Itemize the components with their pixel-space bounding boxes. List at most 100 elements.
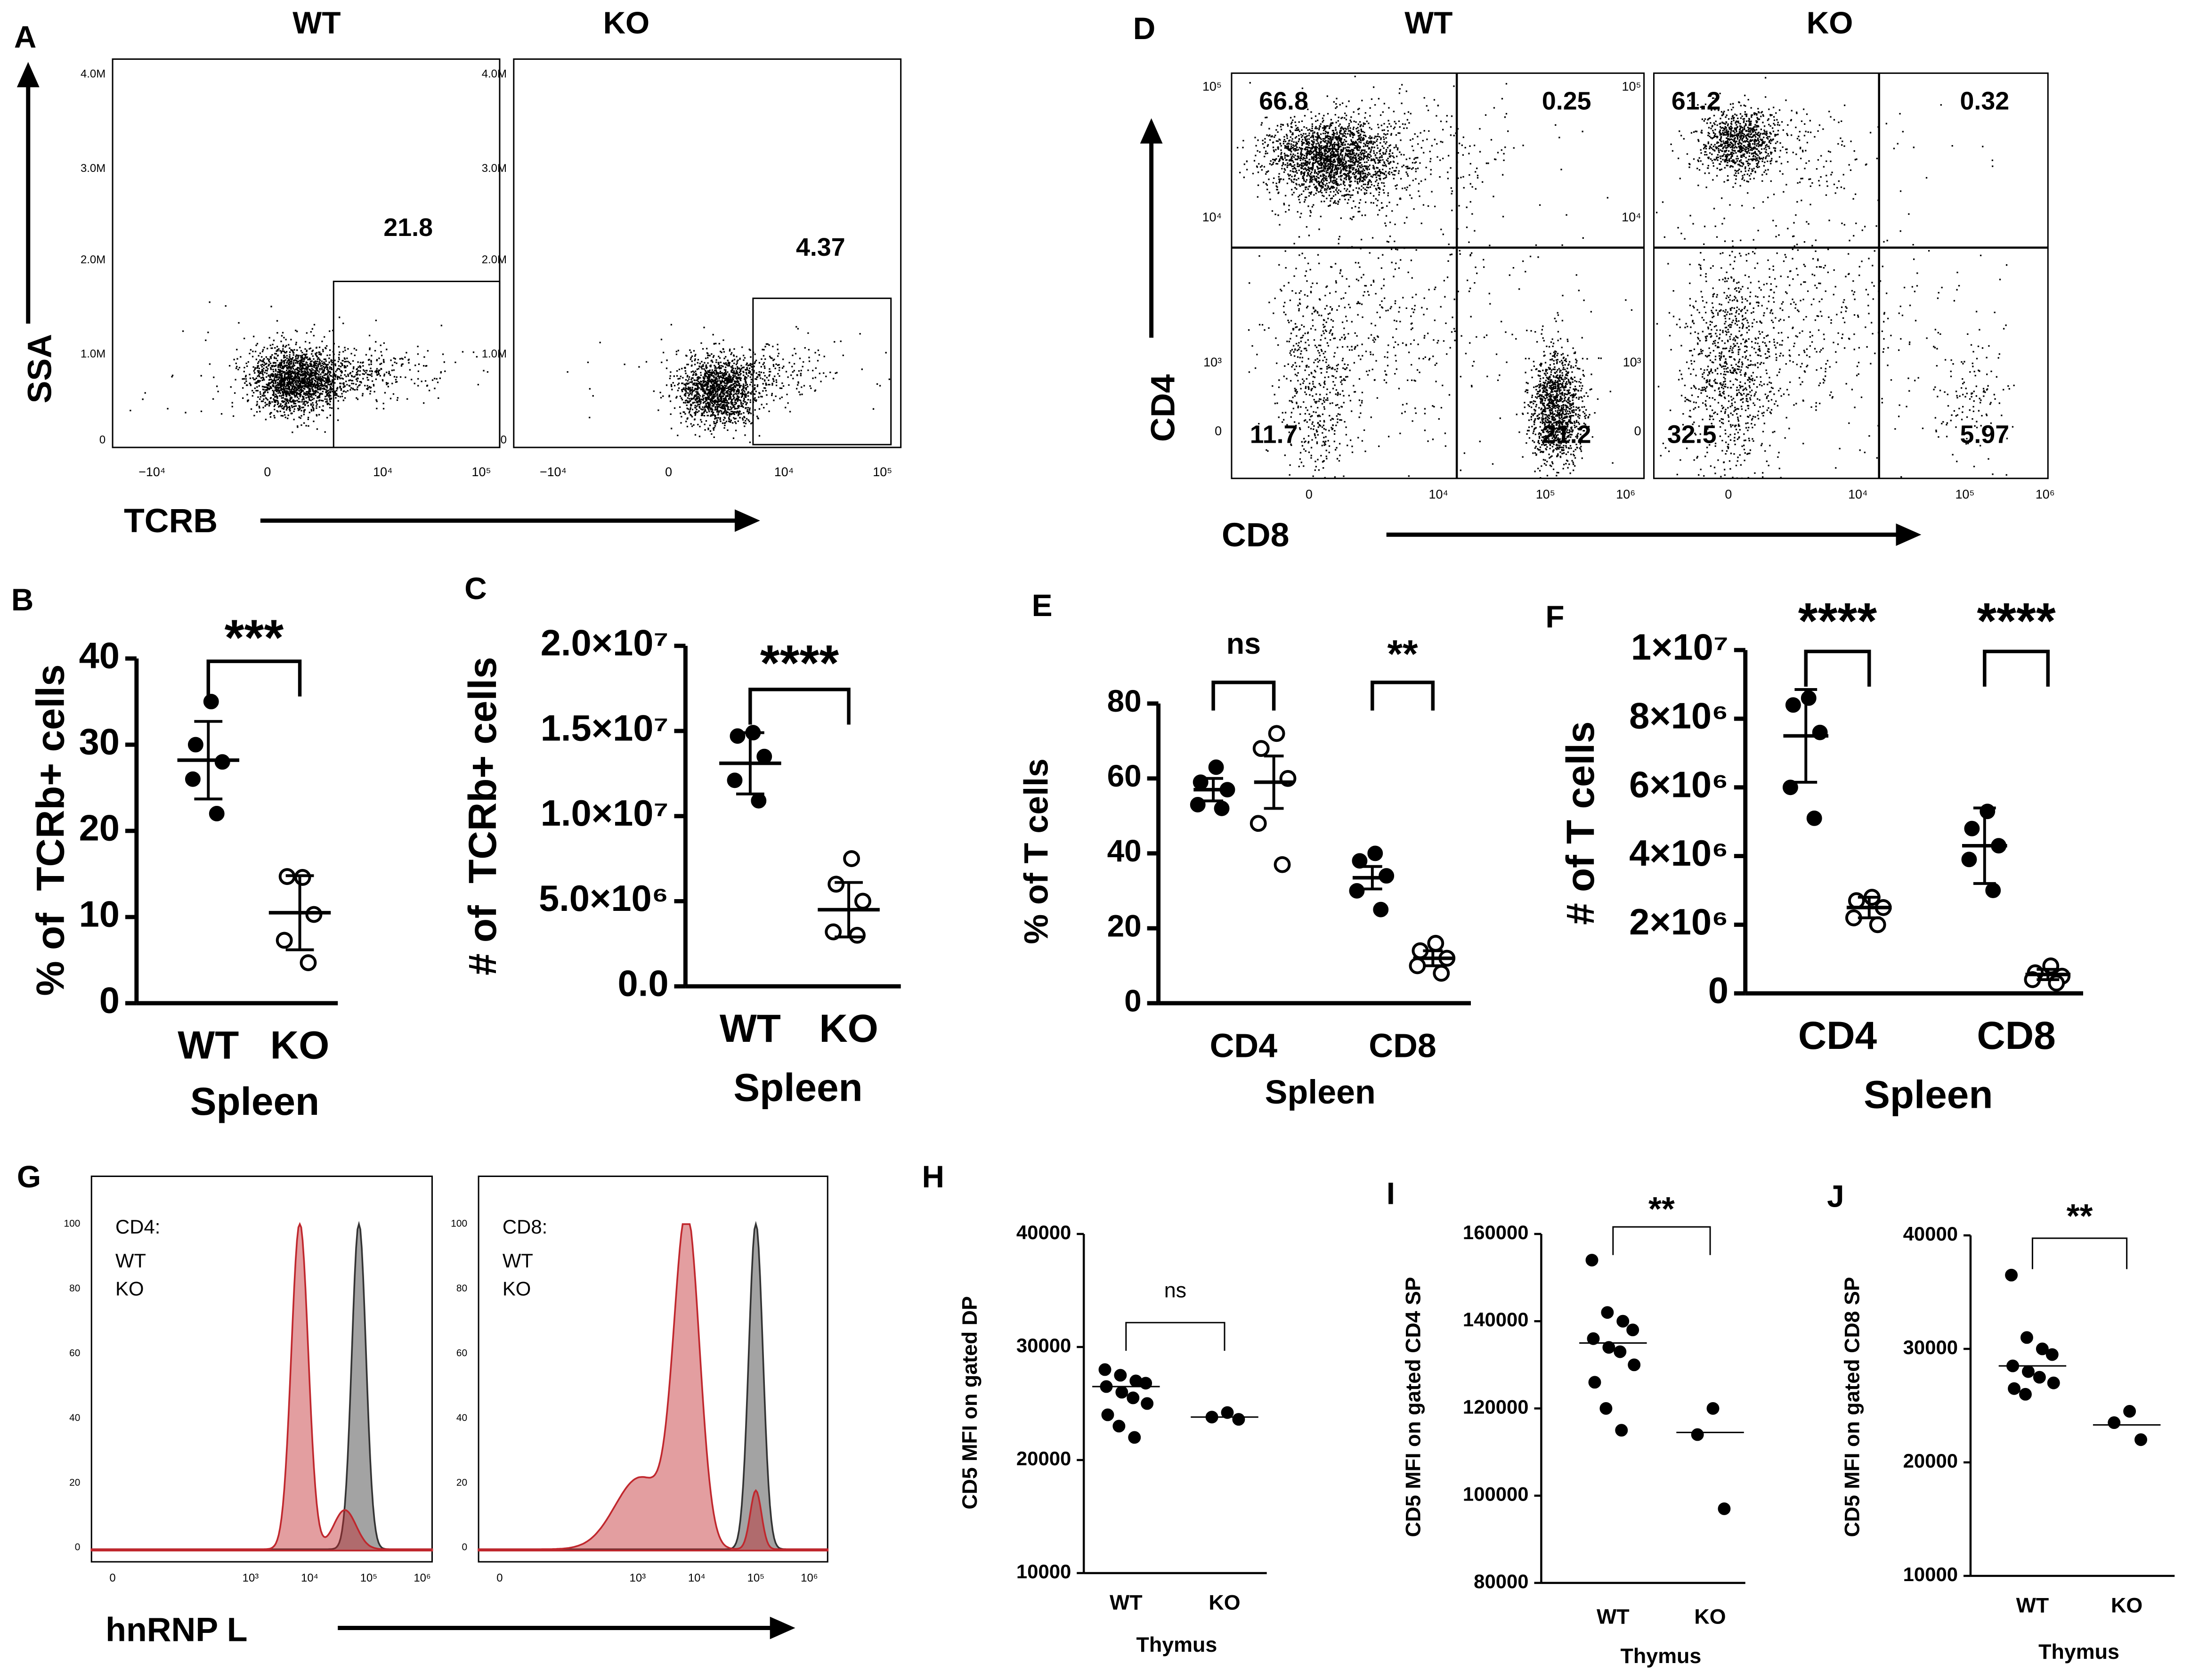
y-tick-label: 120000 <box>1463 1396 1529 1418</box>
data-point <box>2047 1376 2060 1389</box>
x-tick-label: 0 <box>1306 487 1313 502</box>
significance-bracket <box>1612 1226 1711 1255</box>
data-point <box>2033 1371 2046 1384</box>
y-tick-label: 1×10⁷ <box>1631 627 1728 668</box>
x-tick-label: 10³ <box>243 1572 259 1584</box>
y-tick-label: 10 <box>79 894 120 935</box>
x-tick-label: CD8 <box>1977 1013 2055 1057</box>
events <box>130 301 489 433</box>
panel-letter: H <box>922 1159 944 1194</box>
data-point <box>1691 1428 1704 1441</box>
data-point <box>1221 1406 1234 1419</box>
data-point <box>1112 1420 1126 1433</box>
x-tick-label: 10⁴ <box>688 1572 706 1584</box>
x-tick-label: 10⁶ <box>2036 487 2055 502</box>
y-tick-label: 0 <box>1215 424 1222 438</box>
x-axis-label: CD8 <box>1222 516 1289 554</box>
x-tick-label: 10⁶ <box>414 1572 430 1584</box>
x-axis-label: Spleen <box>1265 1073 1376 1111</box>
data-point <box>727 772 743 788</box>
x-tick-label: 10⁵ <box>472 465 491 479</box>
y-axis-label: SSA <box>21 334 59 403</box>
y-tick-label: 60 <box>69 1347 80 1358</box>
error-bar <box>1973 806 1996 885</box>
y-tick-label: 30 <box>79 722 120 763</box>
data-point <box>1985 883 2001 898</box>
x-axis-label: Thymus <box>1136 1633 1217 1656</box>
y-tick-label: 60 <box>456 1347 467 1358</box>
y-tick-label: 0 <box>99 433 105 446</box>
x-tick-label: WT <box>2016 1594 2049 1617</box>
column-title: KO <box>1807 5 1853 40</box>
data-point <box>1232 1413 1245 1426</box>
histogram <box>90 1221 433 1551</box>
error-bar <box>1423 949 1443 967</box>
y-tick-label: 10³ <box>1203 355 1222 369</box>
data-point <box>1980 803 1996 820</box>
error-bar <box>1362 865 1382 891</box>
data-point <box>828 876 845 893</box>
significance-label: ** <box>1387 632 1418 676</box>
data-point <box>1785 697 1801 713</box>
data-point <box>849 926 866 944</box>
data-point <box>1373 901 1389 917</box>
data-point <box>1208 759 1224 775</box>
significance-label: **** <box>760 634 839 691</box>
x-tick-label: 10⁴ <box>1848 487 1867 502</box>
y-tick-label: 140000 <box>1463 1308 1529 1331</box>
data-point <box>203 694 219 710</box>
y-tick-label: 2.0M <box>81 253 105 266</box>
error-bar <box>736 731 764 795</box>
x-tick-label: 10⁴ <box>373 465 392 479</box>
data-point <box>1587 1332 1600 1345</box>
panel-letter: J <box>1827 1179 1844 1214</box>
panel-letter: B <box>11 582 33 617</box>
y-tick-label: 0.0 <box>618 964 669 1004</box>
data-point <box>2019 1388 2032 1401</box>
y-tick-label: 1.0M <box>482 348 507 360</box>
data-point <box>1128 1431 1141 1444</box>
panel-letter: G <box>17 1159 41 1194</box>
legend-entry: WT <box>115 1250 146 1272</box>
y-tick-label: 3.0M <box>482 162 507 175</box>
panel-letter: I <box>1387 1176 1395 1211</box>
data-point <box>1352 853 1368 869</box>
y-axis-label: # of TCRb+ cells <box>460 657 504 975</box>
data-point <box>1190 797 1206 812</box>
significance-bracket <box>206 659 302 697</box>
y-tick-label: 0 <box>1634 424 1641 438</box>
significance-label: ** <box>1648 1190 1675 1228</box>
data-point <box>1616 1315 1630 1328</box>
y-tick-label: 80 <box>1107 683 1142 718</box>
legend-entry: KO <box>503 1278 531 1300</box>
data-point <box>1718 1502 1731 1515</box>
significance-bracket <box>1371 681 1435 711</box>
data-point <box>1379 868 1395 884</box>
y-tick-label: 0 <box>501 433 507 446</box>
data-point <box>2008 1382 2021 1395</box>
x-tick-label: CD8 <box>1369 1027 1436 1065</box>
data-point <box>2108 1416 2121 1429</box>
y-tick-label: 100 <box>64 1218 80 1229</box>
flow-frames <box>90 58 2049 1563</box>
x-tick-label: KO <box>819 1006 878 1050</box>
data-point <box>1214 801 1230 816</box>
data-point <box>294 868 311 886</box>
data-point <box>1806 810 1822 826</box>
column-title: WT <box>1404 5 1452 40</box>
x-tick-label: KO <box>270 1023 330 1067</box>
y-tick-label: 1.0M <box>81 348 105 360</box>
panel-letter: A <box>14 19 36 54</box>
error-bar <box>2037 968 2060 981</box>
x-tick-label: −10⁴ <box>138 465 165 479</box>
x-tick-label: 10⁴ <box>301 1572 318 1584</box>
data-point <box>1367 845 1383 861</box>
data-point <box>1782 779 1798 795</box>
data-point <box>185 771 201 787</box>
quadrant-value: 0.32 <box>1960 87 2009 115</box>
panel-letter: D <box>1133 11 1155 46</box>
data-point <box>1274 856 1291 873</box>
y-axis-label: % of T cells <box>1017 758 1055 944</box>
